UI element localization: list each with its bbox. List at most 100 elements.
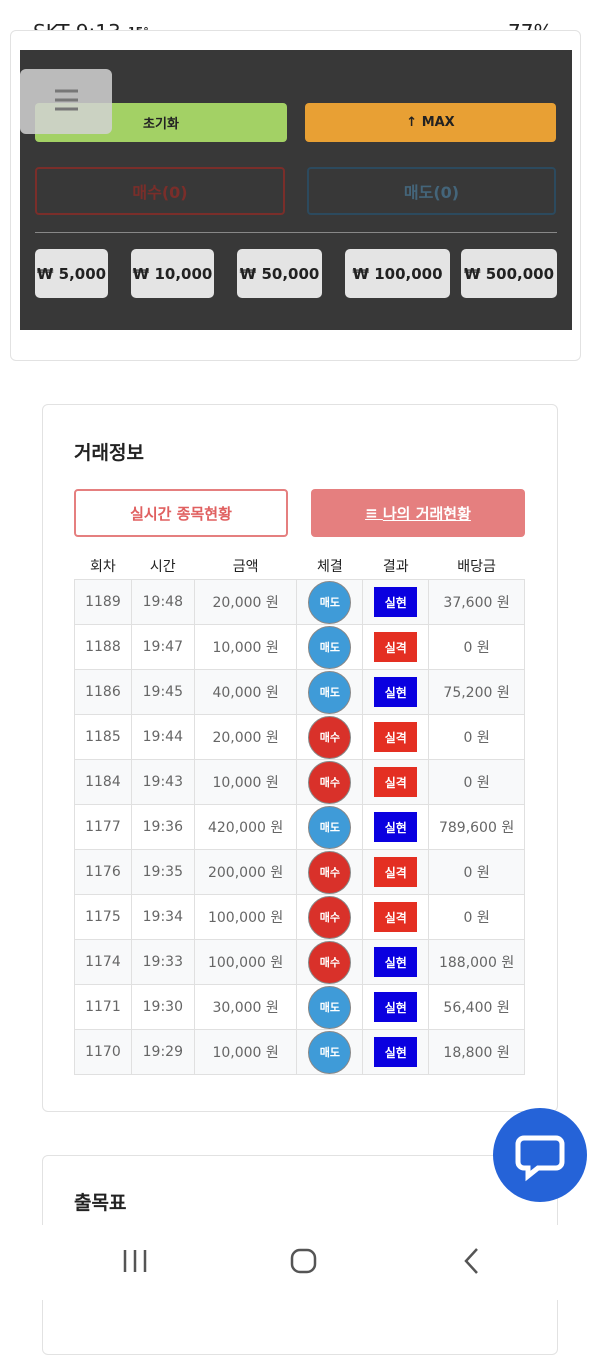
table-cell: 19:29 — [130, 1029, 195, 1075]
table-cell: 실격 — [362, 759, 430, 805]
cell-text: 1170 — [85, 1044, 121, 1060]
table-cell: 1185 — [74, 714, 132, 760]
table-cell: 매도 — [296, 669, 364, 715]
table-cell: 매도 — [296, 579, 364, 625]
table-cell: 19:36 — [130, 804, 195, 850]
cell-text: 75,200 원 — [443, 685, 510, 701]
side-badge: 매수 — [308, 715, 352, 759]
table-cell: 실격 — [362, 624, 430, 670]
cell-text: 1177 — [85, 819, 121, 835]
cell-text: 19:43 — [142, 774, 183, 790]
my-trades-tab[interactable]: ≡ 나의 거래현황 — [311, 489, 525, 537]
table-cell: 매도 — [296, 984, 364, 1030]
cell-text: 19:29 — [142, 1044, 183, 1060]
cell-text: 40,000 원 — [212, 685, 279, 701]
cell-text: 1186 — [85, 684, 121, 700]
cell-text: 1185 — [85, 729, 121, 745]
cell-text: 10,000 원 — [212, 640, 279, 656]
table-cell: 19:48 — [130, 579, 195, 625]
table-cell: 매도 — [296, 1029, 364, 1075]
table-row: 1189 19:48 20,000 원 매도 실현 37,600 원 — [74, 579, 525, 625]
cell-text: 1188 — [85, 639, 121, 655]
table-cell: 19:47 — [130, 624, 195, 670]
result-badge: 실격 — [374, 767, 418, 797]
table-cell: 19:35 — [130, 849, 195, 895]
sell-button[interactable]: 매도(0) — [307, 167, 556, 215]
cell-text: 37,600 원 — [443, 595, 510, 611]
table-cell: 19:34 — [130, 894, 195, 940]
cell-text: 19:36 — [142, 819, 183, 835]
side-badge: 매도 — [308, 985, 352, 1029]
table-cell: 1177 — [74, 804, 132, 850]
side-badge: 매수 — [308, 895, 352, 939]
table-cell: 1188 — [74, 624, 132, 670]
column-header: 금액 — [232, 559, 259, 575]
side-badge: 매도 — [308, 670, 352, 714]
table-cell: 1176 — [74, 849, 132, 895]
amount-button[interactable]: ₩ 500,000 — [461, 249, 557, 298]
side-badge: 매도 — [308, 805, 352, 849]
max-button[interactable]: ↑ MAX — [305, 103, 556, 142]
cell-text: 100,000 원 — [207, 955, 284, 971]
cell-text: 19:44 — [142, 729, 183, 745]
table-cell: 실현 — [362, 804, 430, 850]
cell-text: 1175 — [85, 909, 121, 925]
result-badge: 실격 — [374, 857, 418, 887]
cell-text: 20,000 원 — [212, 595, 279, 611]
table-wrap: 회차 시간 금액 체결 결과 배당금 1189 19:48 20,000 원 매도 실현 37,600… — [74, 553, 525, 1078]
result-badge: 실격 — [374, 632, 418, 662]
table-cell: 20,000 원 — [193, 714, 298, 760]
cell-text: 188,000 원 — [438, 955, 515, 971]
column-header: 체결 — [317, 559, 343, 575]
cell-text: 56,400 원 — [443, 1000, 510, 1016]
cell-text: 420,000 원 — [207, 820, 284, 836]
table-row: 1176 19:35 200,000 원 매수 실격 0 원 — [74, 849, 525, 895]
table-cell: 매수 — [296, 759, 364, 805]
table-cell: 실격 — [362, 714, 430, 760]
cell-text: 1184 — [85, 774, 121, 790]
cell-text: 19:35 — [142, 864, 183, 880]
cell-text: 19:47 — [142, 639, 183, 655]
table-cell: 420,000 원 — [193, 804, 298, 850]
trade-title: 거래정보 — [74, 442, 144, 464]
column-header: 결과 — [382, 559, 409, 575]
cell-text: 10,000 원 — [212, 1045, 279, 1061]
menu-button[interactable] — [20, 69, 112, 134]
table-cell: 실현 — [362, 984, 430, 1030]
result-badge: 실격 — [374, 902, 418, 932]
amount-button[interactable]: ₩ 50,000 — [237, 249, 322, 298]
table-cell: 실현 — [362, 669, 430, 715]
buy-button[interactable]: 매수(0) — [35, 167, 285, 215]
result-badge: 실현 — [374, 1037, 418, 1067]
cell-text: 30,000 원 — [212, 1000, 279, 1016]
max-label: MAX — [421, 115, 455, 130]
table-cell: 실격 — [362, 849, 430, 895]
table-cell: 19:43 — [130, 759, 195, 805]
chat-button[interactable] — [493, 1108, 587, 1202]
table-cell: 매수 — [296, 939, 364, 985]
realtime-tab[interactable]: 실시간 종목현황 — [74, 489, 288, 537]
table-cell: 10,000 원 — [193, 759, 298, 805]
result-badge: 실현 — [374, 677, 418, 707]
table-cell: 100,000 원 — [193, 894, 298, 940]
amount-button[interactable]: ₩ 100,000 — [345, 249, 450, 298]
table-row: 1175 19:34 100,000 원 매수 실격 0 원 — [74, 894, 525, 940]
sell-label: 매도(0) — [403, 183, 460, 202]
cell-text: 789,600 원 — [438, 820, 515, 836]
table-cell: 10,000 원 — [193, 1029, 298, 1075]
table-cell: 0 원 — [428, 624, 525, 670]
table-cell: 1170 — [74, 1029, 132, 1075]
table-cell: 실현 — [362, 579, 430, 625]
table-cell: 18,800 원 — [428, 1029, 525, 1075]
side-badge: 매도 — [308, 1030, 352, 1074]
table-cell: 매도 — [296, 624, 364, 670]
screen: SKT 9:13 15° 77% 초기화 ↑ MAX 매수(0) 매도(0) ₩… — [10, 20, 587, 1355]
column-header: 배당금 — [457, 559, 496, 575]
table-cell: 188,000 원 — [428, 939, 525, 985]
side-badge: 매도 — [308, 580, 352, 624]
amount-button[interactable]: ₩ 5,000 — [35, 249, 108, 298]
table-row: 1174 19:33 100,000 원 매수 실현 188,000 원 — [74, 939, 525, 985]
result-badge: 실격 — [374, 722, 418, 752]
table-cell: 10,000 원 — [193, 624, 298, 670]
amount-button[interactable]: ₩ 10,000 — [131, 249, 214, 298]
